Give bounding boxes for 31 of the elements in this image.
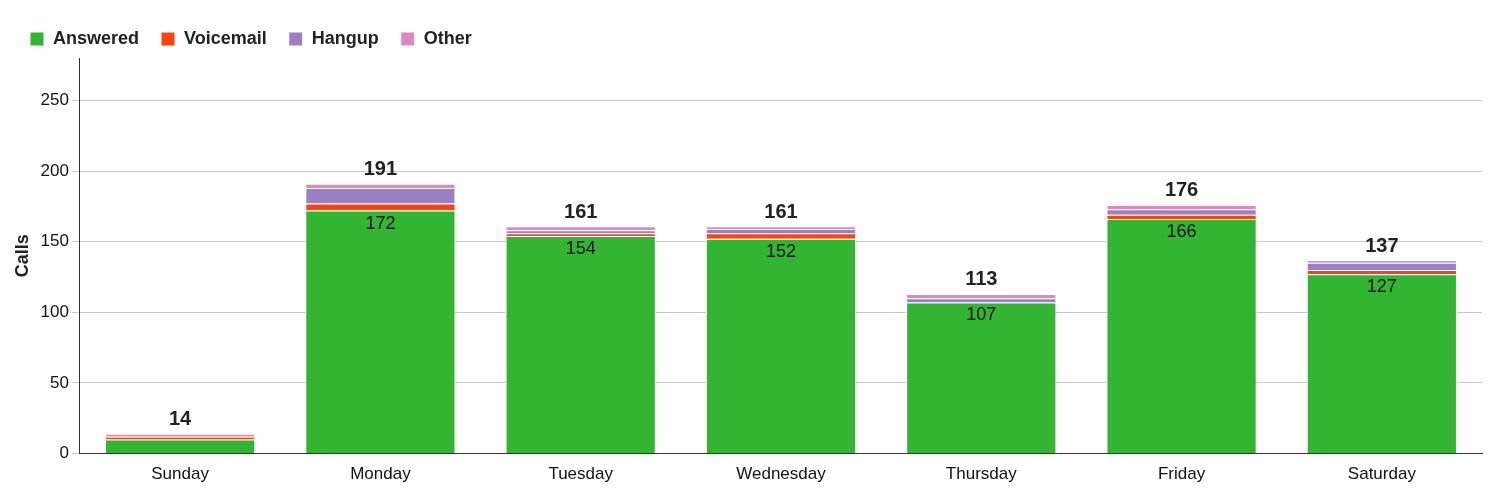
x-tick-label: Tuesday xyxy=(548,464,614,484)
legend-label: Answered xyxy=(53,27,140,48)
total-label: 14 xyxy=(168,407,193,430)
data-label: 127 xyxy=(1366,276,1397,297)
legend-label: Hangup xyxy=(311,27,379,48)
y-tick-label: 0 xyxy=(59,443,69,463)
total-label: 113 xyxy=(965,267,998,290)
y-tick-label: 250 xyxy=(40,90,69,110)
y-axis-title: Calls xyxy=(11,234,32,278)
x-tick-label: Wednesday xyxy=(736,464,827,484)
data-label: 154 xyxy=(565,237,596,258)
y-tick-label: 200 xyxy=(40,160,69,180)
total-label: 161 xyxy=(764,199,798,222)
legend-label: Other xyxy=(423,27,472,48)
data-label: 172 xyxy=(365,212,396,233)
legend-label: Voicemail xyxy=(184,27,267,48)
total-label: 161 xyxy=(564,199,598,222)
x-tick-label: Monday xyxy=(350,464,412,484)
y-tick-label: 50 xyxy=(50,372,69,392)
y-tick-label: 150 xyxy=(40,231,69,251)
y-tick-label: 100 xyxy=(40,302,69,321)
total-label: 137 xyxy=(1365,233,1399,256)
x-tick-label: Sunday xyxy=(151,464,210,484)
x-tick-label: Friday xyxy=(1157,464,1206,484)
data-label: 166 xyxy=(1166,221,1197,242)
x-tick-label: Thursday xyxy=(945,464,1018,484)
data-label: 107 xyxy=(966,304,997,325)
total-label: 191 xyxy=(363,157,398,180)
total-label: 176 xyxy=(1164,178,1199,201)
x-tick-label: Saturday xyxy=(1347,464,1417,484)
data-label: 152 xyxy=(765,240,797,261)
